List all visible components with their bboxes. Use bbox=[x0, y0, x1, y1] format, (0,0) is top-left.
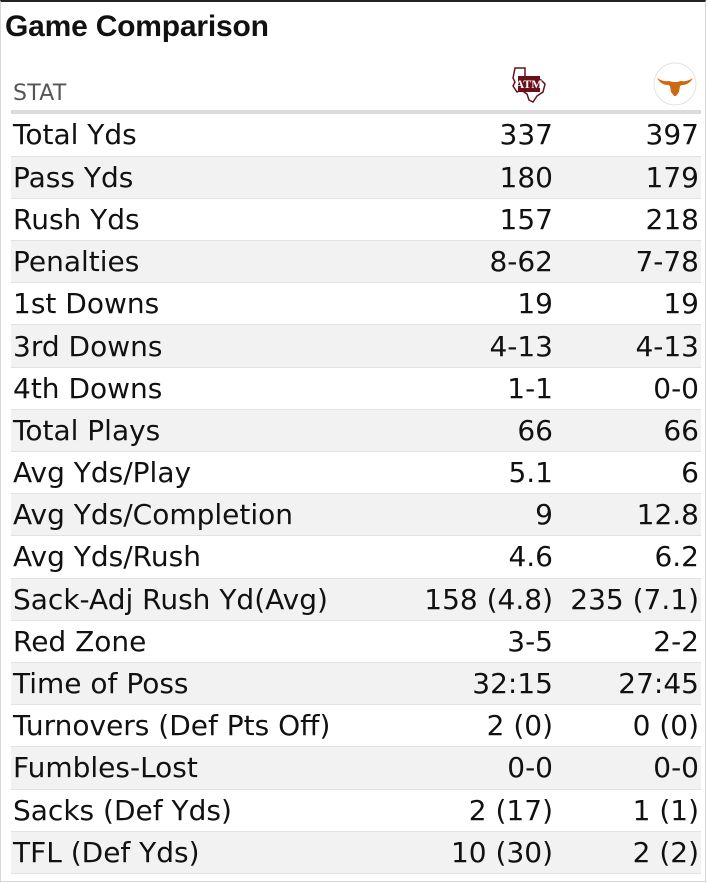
stat-name: Sacks (Def Yds) bbox=[11, 789, 415, 832]
texas-value: 1 (1) bbox=[555, 789, 701, 832]
table-row: Fumbles-Lost 0-0 0-0 bbox=[11, 746, 701, 790]
texas-am-value: 66 bbox=[415, 409, 555, 453]
header-divider bbox=[11, 110, 701, 114]
texas-value: 218 bbox=[555, 198, 701, 242]
stat-name: 4th Downs bbox=[11, 367, 415, 410]
table-row: Red Zone 3-5 2-2 bbox=[11, 620, 701, 663]
texas-am-value: 5.1 bbox=[415, 451, 555, 495]
texas-am-value: 1-1 bbox=[415, 367, 555, 410]
table-row: Sacks (Def Yds) 2 (17) 1 (1) bbox=[11, 789, 701, 832]
texas-am-value: 9 bbox=[415, 493, 555, 537]
texas-am-value: 157 bbox=[415, 198, 555, 242]
texas-value: 235 (7.1) bbox=[555, 578, 701, 621]
texas-value: 2 (2) bbox=[555, 831, 701, 874]
texas-am-value: 337 bbox=[415, 114, 555, 157]
texas-value: 6 bbox=[555, 451, 701, 495]
stat-name: Avg Yds/Play bbox=[11, 451, 415, 495]
texas-value: 27:45 bbox=[555, 662, 701, 706]
stat-name: 1st Downs bbox=[11, 282, 415, 326]
texas-am-value: 180 bbox=[415, 156, 555, 199]
table-row: 1st Downs 19 19 bbox=[11, 282, 701, 326]
table-row: Penalties 8-62 7-78 bbox=[11, 240, 701, 284]
texas-am-value: 2 (0) bbox=[415, 704, 555, 748]
table-row: Avg Yds/Completion 9 12.8 bbox=[11, 493, 701, 537]
stat-name: Avg Yds/Completion bbox=[11, 493, 415, 537]
stat-name: Avg Yds/Rush bbox=[11, 535, 415, 579]
texas-am-value: 4.6 bbox=[415, 535, 555, 579]
texas-value: 12.8 bbox=[555, 493, 701, 537]
texas-value: 2-2 bbox=[555, 620, 701, 663]
texas-am-value: 0-0 bbox=[415, 746, 555, 790]
texas-value: 6.2 bbox=[555, 535, 701, 579]
table-row: 3rd Downs 4-13 4-13 bbox=[11, 324, 701, 368]
texas-value: 4-13 bbox=[555, 324, 701, 368]
texas-value: 397 bbox=[555, 114, 701, 157]
texas-am-value: 32:15 bbox=[415, 662, 555, 706]
texas-value: 0-0 bbox=[555, 746, 701, 790]
texas-longhorn-logo-icon bbox=[653, 62, 697, 106]
table-row: TFL (Def Yds) 10 (30) 2 (2) bbox=[11, 831, 701, 874]
texas-am-value: 8-62 bbox=[415, 240, 555, 284]
texas-am-value: 2 (17) bbox=[415, 789, 555, 832]
texas-value: 7-78 bbox=[555, 240, 701, 284]
stat-name: Fumbles-Lost bbox=[11, 746, 415, 790]
stat-name: 3rd Downs bbox=[11, 324, 415, 368]
texas-value: 0 (0) bbox=[555, 704, 701, 748]
table-row: Pass Yds 180 179 bbox=[11, 156, 701, 199]
stat-name: Total Yds bbox=[11, 114, 415, 157]
texas-am-value: 3-5 bbox=[415, 620, 555, 663]
table-row: Avg Yds/Play 5.1 6 bbox=[11, 451, 701, 495]
texas-value: 179 bbox=[555, 156, 701, 199]
texas-value: 66 bbox=[555, 409, 701, 453]
table-row: Total Yds 337 397 bbox=[11, 114, 701, 157]
table-row: Rush Yds 157 218 bbox=[11, 198, 701, 242]
stats-table: Total Yds 337 397 Pass Yds 180 179 Rush … bbox=[11, 114, 701, 874]
table-row: Sack-Adj Rush Yd(Avg) 158 (4.8) 235 (7.1… bbox=[11, 578, 701, 621]
stat-name: Penalties bbox=[11, 240, 415, 284]
texas-am-value: 10 (30) bbox=[415, 831, 555, 874]
table-row: Turnovers (Def Pts Off) 2 (0) 0 (0) bbox=[11, 704, 701, 748]
stat-name: Pass Yds bbox=[11, 156, 415, 199]
stat-name: Turnovers (Def Pts Off) bbox=[11, 704, 415, 748]
texas-am-value: 158 (4.8) bbox=[415, 578, 555, 621]
texas-value: 19 bbox=[555, 282, 701, 326]
stat-column-header: STAT bbox=[13, 81, 67, 106]
table-row: Total Plays 66 66 bbox=[11, 409, 701, 453]
stat-name: TFL (Def Yds) bbox=[11, 831, 415, 874]
stat-name: Rush Yds bbox=[11, 198, 415, 242]
panel-title: Game Comparison bbox=[5, 10, 269, 43]
stat-name: Total Plays bbox=[11, 409, 415, 453]
table-row: Time of Poss 32:15 27:45 bbox=[11, 662, 701, 706]
texas-am-value: 4-13 bbox=[415, 324, 555, 368]
stat-name: Sack-Adj Rush Yd(Avg) bbox=[11, 578, 415, 621]
table-header: STAT ATM bbox=[11, 60, 701, 110]
table-row: 4th Downs 1-1 0-0 bbox=[11, 367, 701, 410]
table-row: Avg Yds/Rush 4.6 6.2 bbox=[11, 535, 701, 579]
stat-name: Time of Poss bbox=[11, 662, 415, 706]
stat-name: Red Zone bbox=[11, 620, 415, 663]
texas-value: 0-0 bbox=[555, 367, 701, 410]
svg-text:ATM: ATM bbox=[515, 77, 542, 91]
texas-am-logo-icon: ATM bbox=[507, 62, 551, 106]
texas-am-value: 19 bbox=[415, 282, 555, 326]
